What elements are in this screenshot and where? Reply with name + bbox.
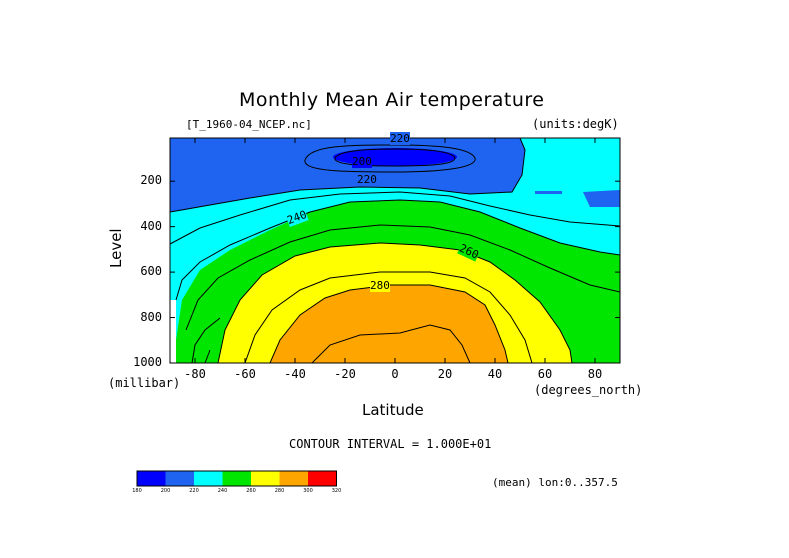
- x-tick-label: -20: [334, 367, 356, 381]
- colorbar-level-label: 220: [189, 488, 199, 494]
- contour-label: 280: [370, 279, 390, 292]
- colorbar-level-label: 240: [218, 488, 228, 494]
- contour-line: [269, 284, 509, 363]
- colorbar-level-label: 200: [161, 488, 171, 494]
- colorbar-swatch: [137, 471, 166, 486]
- x-tick-label: 80: [587, 367, 603, 381]
- colorbar-level-label: 320: [332, 488, 342, 494]
- x-units-label: (degrees_north): [534, 383, 643, 397]
- contour-line: [204, 349, 211, 363]
- band-280-300: [270, 285, 508, 363]
- contour-line: [185, 224, 620, 331]
- x-tick-label: 20: [437, 367, 453, 381]
- y-tick-label: 600: [140, 264, 162, 279]
- contour-line: [217, 242, 573, 363]
- contour-interval-text: CONTOUR INTERVAL = 1.000E+01: [289, 437, 492, 451]
- contour-label: 220: [390, 132, 410, 145]
- y-axis-title: Level: [107, 228, 125, 268]
- y-tick-label: 800: [140, 309, 162, 324]
- contour-line: [191, 317, 221, 363]
- contour-line: [311, 324, 471, 363]
- colorbar-frame: [136, 470, 337, 487]
- contour-label: 200: [352, 155, 372, 168]
- units-label: (units:degK): [532, 117, 619, 131]
- colorbar-swatch: [279, 471, 308, 486]
- x-axis-title: Latitude: [362, 401, 424, 419]
- y-tick-label: 400: [140, 218, 162, 233]
- file-label: [T_1960-04_NCEP.nc]: [186, 118, 312, 131]
- axis-ticks: [170, 138, 620, 364]
- contour-label: 220: [357, 173, 377, 186]
- colorbar-swatch: [222, 471, 251, 486]
- contour-line: [170, 138, 526, 213]
- x-tick-label: 0: [391, 367, 399, 381]
- y-units-label: (millibar): [108, 376, 181, 390]
- x-tick-label: -60: [234, 367, 256, 381]
- chart-title: Monthly Mean Air temperature: [239, 89, 545, 111]
- x-tick-label: 60: [537, 367, 553, 381]
- colorbar-level-label: 280: [275, 488, 285, 494]
- contour-line: [175, 199, 620, 301]
- colorbar-swatch: [165, 471, 194, 486]
- contour-line: [244, 271, 533, 363]
- colorbar-swatch: [251, 471, 280, 486]
- contour-line: [304, 144, 476, 173]
- y-tick-label: 200: [140, 173, 162, 188]
- band-200-220-patch: [583, 190, 620, 207]
- colorbar: 180 200 220 240 260 280 300 320: [132, 470, 342, 494]
- colorbar-swatch: [194, 471, 223, 486]
- colorbar-level-label: 300: [303, 488, 313, 494]
- contour-lines: [170, 138, 620, 363]
- plot-area: [170, 138, 620, 363]
- contour-line: [170, 191, 620, 245]
- band-200-220-patch-small: [535, 191, 562, 194]
- colorbar-swatch: [308, 471, 337, 486]
- colorbar-level-label: 180: [132, 488, 142, 494]
- x-tick-label: -80: [184, 367, 206, 381]
- x-tick-label: -40: [284, 367, 306, 381]
- y-tick-label: 1000: [133, 355, 162, 369]
- x-tick-label: 40: [487, 367, 503, 381]
- colorbar-level-label: 260: [246, 488, 256, 494]
- mean-note: (mean) lon:0..357.5: [492, 476, 618, 489]
